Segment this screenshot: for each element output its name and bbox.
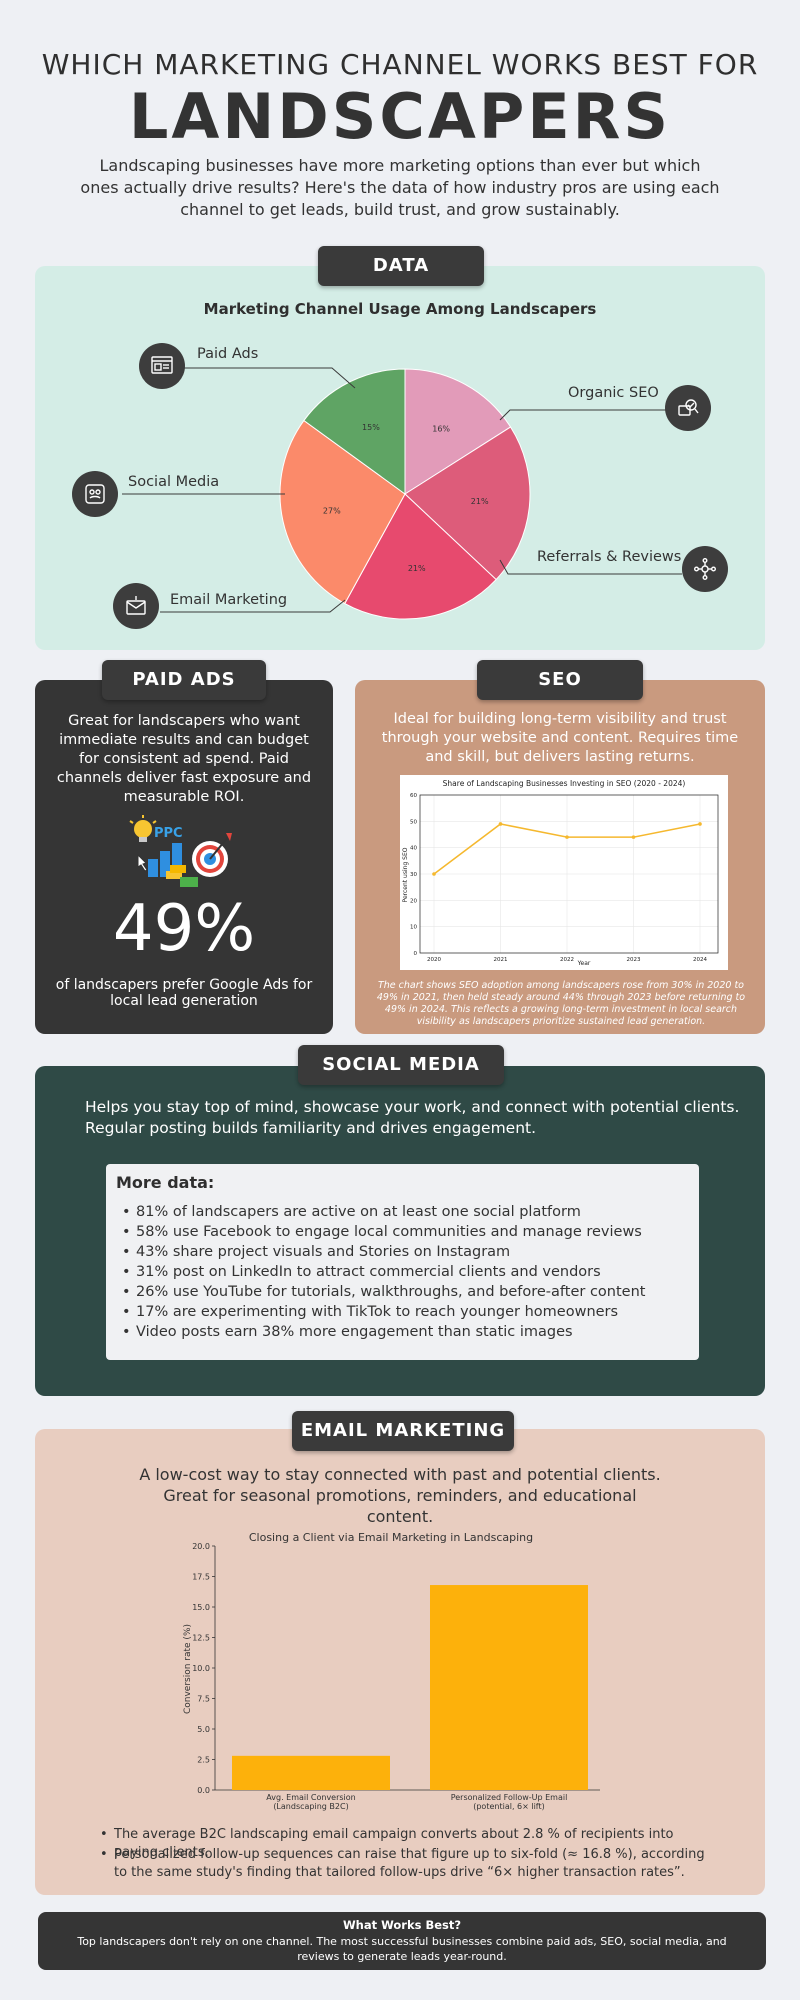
label-referrals: Referrals & Reviews [537, 549, 682, 565]
pie-chart-title: Marketing Channel Usage Among Landscaper… [203, 300, 597, 318]
data-point [498, 822, 503, 826]
seo-icon [665, 385, 711, 431]
y-tick-label: 17.5 [192, 1573, 210, 1582]
footer-box [38, 1912, 766, 1970]
data-point [432, 872, 436, 876]
paid-ads-description: Great for landscapers who want immediate… [56, 713, 312, 805]
pie-slice-label: 21% [408, 564, 426, 573]
label-email-marketing: Email Marketing [170, 592, 288, 608]
y-tick-label: 10.0 [192, 1664, 210, 1673]
pie-slice-label: 21% [471, 497, 489, 506]
y-tick-label: 30 [410, 872, 417, 878]
bar [232, 1755, 390, 1790]
leader-email [160, 599, 346, 613]
list-item: 43% share project visuals and Stories on… [122, 1244, 510, 1260]
x-tick-label: Avg. Email Conversion [266, 1793, 356, 1802]
y-tick-label: 12.5 [192, 1634, 210, 1643]
list-item: 31% post on LinkedIn to attract commerci… [122, 1264, 601, 1280]
label-organic-seo: Organic SEO [568, 385, 659, 401]
x-tick-label: Personalized Follow-Up Email [451, 1793, 568, 1802]
y-tick-label: 5.0 [197, 1725, 210, 1734]
main-title: LANDSCAPERS [128, 80, 672, 153]
leader-organic-seo [499, 409, 682, 421]
email-marketing-panel [35, 1429, 765, 1895]
email-y-axis-label: Conversion rate (%) [183, 1624, 193, 1714]
paid-ads-stat: of landscapers prefer Google Ads for loc… [55, 977, 313, 1009]
seo-line-chart: Share of Landscaping Businesses Investin… [402, 779, 719, 967]
seo-y-axis-label: Percent using SEO [402, 847, 409, 902]
pre-title: WHICH MARKETING CHANNEL WORKS BEST FOR [41, 48, 759, 81]
pie-slice-label: 16% [432, 424, 450, 433]
email-marketing-tag: EMAIL MARKETING [292, 1411, 514, 1451]
pie-slice-label: 27% [323, 506, 341, 515]
leader-paid-ads [168, 367, 356, 389]
pie-slice [404, 426, 531, 581]
data-point [631, 835, 636, 839]
list-item: 58% use Facebook to engage local communi… [122, 1224, 642, 1240]
referrals-icon [682, 546, 728, 592]
list-item: 17% are experimenting with TikTok to rea… [122, 1304, 618, 1320]
x-tick-label: (potential, 6× lift) [473, 1802, 545, 1811]
pie-slice [279, 419, 406, 605]
y-tick-label: 20 [410, 898, 417, 904]
y-tick-label: 15.0 [192, 1603, 210, 1612]
x-tick-label: (Landscaping B2C) [273, 1802, 348, 1811]
x-tick-label: 2024 [693, 957, 707, 963]
y-tick-label: 40 [410, 846, 417, 852]
email-marketing-description: A low-cost way to stay connected with pa… [139, 1465, 661, 1526]
email-bar-chart: Closing a Client via Email Marketing in … [183, 1531, 600, 1811]
intro-text: Landscaping businesses have more marketi… [80, 156, 720, 219]
data-tag: DATA [318, 246, 484, 286]
ppc-illustration-icon: PPC [129, 815, 232, 887]
pie-chart: 16% 21% 21% 27% 15% [122, 367, 682, 620]
seo-tag: SEO [477, 660, 643, 700]
label-social-media: Social Media [128, 474, 220, 490]
seo-chart-title: Share of Landscaping Businesses Investin… [443, 779, 686, 788]
email-bullet: Personalized follow-up sequences can rai… [100, 1846, 714, 1882]
seo-caption: The chart shows SEO adoption among lands… [376, 980, 746, 1027]
label-paid-ads: Paid Ads [197, 346, 259, 362]
bar [430, 1585, 588, 1790]
list-item: Video posts earn 38% more engagement tha… [122, 1324, 573, 1340]
paid-ads-panel [35, 680, 333, 1034]
more-data-title: More data: [116, 1173, 215, 1192]
y-tick-label: 50 [410, 819, 417, 825]
ppc-text: PPC [154, 826, 183, 841]
y-tick-label: 60 [410, 793, 417, 799]
seo-chart-box: Share of Landscaping Businesses Investin… [400, 775, 728, 970]
x-tick-label: 2021 [494, 957, 508, 963]
y-tick-label: 7.5 [197, 1695, 210, 1704]
ads-icon [139, 343, 185, 389]
seo-x-axis-label: Year [577, 960, 591, 967]
social-media-icon [72, 471, 118, 517]
email-icon [113, 583, 159, 629]
data-point [698, 822, 702, 826]
email-chart-title: Closing a Client via Email Marketing in … [249, 1531, 533, 1544]
footer-text: Top landscapers don't rely on one channe… [77, 1935, 727, 1963]
leader-referrals [499, 559, 682, 575]
social-media-tag: SOCIAL MEDIA [298, 1045, 504, 1085]
x-tick-label: 2023 [627, 957, 641, 963]
social-media-description: Helps you stay top of mind, showcase you… [85, 1098, 740, 1137]
list-item: 26% use YouTube for tutorials, walkthrou… [122, 1284, 645, 1300]
y-tick-label: 10 [410, 925, 417, 931]
paid-ads-tag: PAID ADS [102, 660, 266, 700]
list-item: 81% of landscapers are active on at leas… [122, 1204, 581, 1220]
footer-title: What Works Best? [342, 1918, 462, 1932]
data-point [565, 835, 569, 839]
plot-frame [419, 794, 719, 954]
y-tick-label: 0 [414, 951, 418, 957]
y-tick-label: 2.5 [197, 1756, 210, 1765]
pie-slice-label: 15% [362, 423, 380, 432]
x-tick-label: 2020 [427, 957, 441, 963]
seo-description: Ideal for building long-term visibility … [381, 711, 739, 765]
pie-slice [344, 493, 497, 620]
pie-slice [404, 368, 512, 495]
x-tick-label: 2022 [560, 957, 574, 963]
y-tick-label: 0.0 [197, 1786, 210, 1795]
paid-ads-big-number: 49% [112, 892, 256, 966]
y-tick-label: 20.0 [192, 1542, 210, 1551]
